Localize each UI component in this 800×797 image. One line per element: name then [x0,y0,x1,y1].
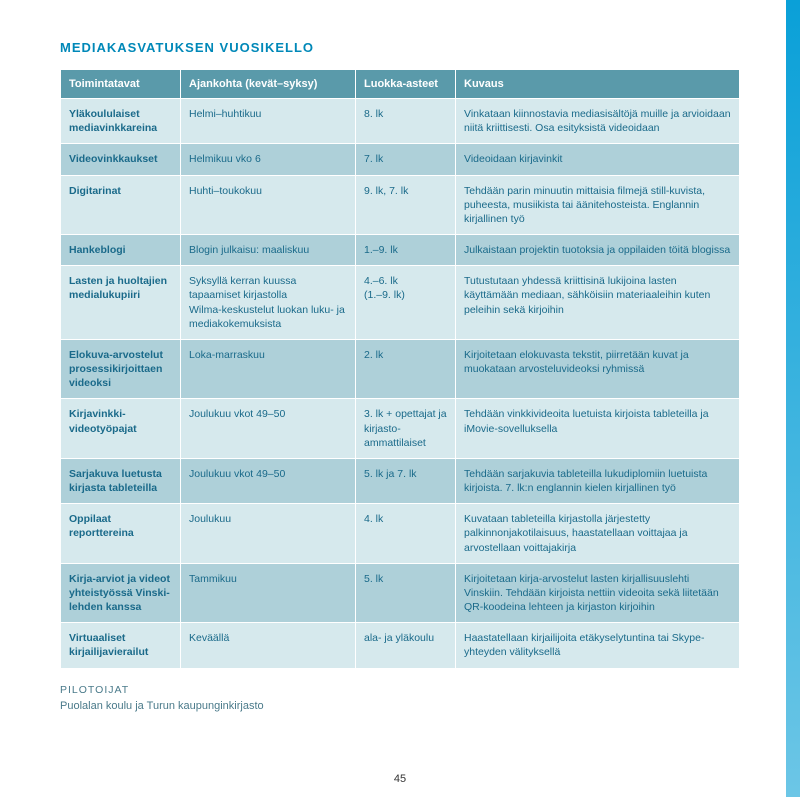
table-cell: Kirja-arviot ja videot yhteistyössä Vins… [61,563,181,623]
table-cell: 8. lk [356,99,456,144]
table-cell: 9. lk, 7. lk [356,175,456,235]
table-cell: Blogin julkaisu: maaliskuu [181,235,356,266]
table-cell: Joulukuu [181,504,356,564]
table-row: Sarjakuva luetusta kirjasta tableteillaJ… [61,458,740,503]
media-education-table: Toimintatavat Ajankohta (kevät–syksy) Lu… [60,69,740,669]
table-cell: 4.–6. lk(1.–9. lk) [356,266,456,340]
table-row: VideovinkkauksetHelmikuu vko 67. lkVideo… [61,144,740,175]
table-cell: Helmikuu vko 6 [181,144,356,175]
table-cell: Digitarinat [61,175,181,235]
table-cell: Helmi–huhtikuu [181,99,356,144]
table-cell: Lasten ja huoltajien medialukupiiri [61,266,181,340]
footer: PILOTOIJAT Puolalan koulu ja Turun kaupu… [60,683,740,715]
table-cell: Julkaistaan projektin tuotoksia ja oppil… [456,235,740,266]
table-cell: Hankeblogi [61,235,181,266]
table-row: Virtuaaliset kirjailijavierailutKeväällä… [61,623,740,668]
table-row: Oppilaat reporttereinaJoulukuu4. lkKuvat… [61,504,740,564]
footer-label: PILOTOIJAT [60,683,740,699]
table-cell: 2. lk [356,339,456,399]
table-cell: Vinkataan kiinnostavia mediasisältöjä mu… [456,99,740,144]
table-cell: Tehdään vinkkivideoita luetuista kirjois… [456,399,740,459]
table-cell: Sarjakuva luetusta kirjasta tableteilla [61,458,181,503]
table-cell: 3. lk + opettajat ja kirjasto-ammattilai… [356,399,456,459]
table-cell: Yläkoululaiset mediavinkkareina [61,99,181,144]
table-cell: Joulukuu vkot 49–50 [181,458,356,503]
table-cell: Joulukuu vkot 49–50 [181,399,356,459]
table-cell: Kirjoitetaan kirja-arvostelut lasten kir… [456,563,740,623]
table-cell: 5. lk [356,563,456,623]
table-cell: 5. lk ja 7. lk [356,458,456,503]
table-cell: Kuvataan tableteilla kirjastolla järjest… [456,504,740,564]
col-header: Ajankohta (kevät–syksy) [181,70,356,99]
table-cell: Tammikuu [181,563,356,623]
page-number: 45 [0,773,800,785]
footer-text: Puolalan koulu ja Turun kaupunginkirjast… [60,698,740,715]
table-cell: Videovinkkaukset [61,144,181,175]
table-cell: ala- ja yläkoulu [356,623,456,668]
col-header: Toimintatavat [61,70,181,99]
table-row: DigitarinatHuhti–toukokuu9. lk, 7. lkTeh… [61,175,740,235]
table-cell: Elokuva-arvostelut prosessikirjoittaen v… [61,339,181,399]
table-cell: 7. lk [356,144,456,175]
col-header: Luokka-asteet [356,70,456,99]
page-edge-gradient [786,0,800,797]
table-header-row: Toimintatavat Ajankohta (kevät–syksy) Lu… [61,70,740,99]
table-row: Lasten ja huoltajien medialukupiiriSyksy… [61,266,740,340]
table-cell: Huhti–toukokuu [181,175,356,235]
table-row: HankeblogiBlogin julkaisu: maaliskuu1.–9… [61,235,740,266]
table-cell: Kirjoitetaan elokuvasta tekstit, piirret… [456,339,740,399]
table-cell: Oppilaat reporttereina [61,504,181,564]
page-title: MEDIAKASVATUKSEN VUOSIKELLO [60,40,740,55]
table-cell: Tehdään sarjakuvia tableteilla lukudiplo… [456,458,740,503]
table-cell: Videoidaan kirjavinkit [456,144,740,175]
col-header: Kuvaus [456,70,740,99]
table-cell: Tutustutaan yhdessä kriittisinä lukijoin… [456,266,740,340]
table-row: Kirjavinkki-videotyöpajatJoulukuu vkot 4… [61,399,740,459]
table-cell: Syksyllä kerran kuussa tapaamiset kirjas… [181,266,356,340]
table-row: Yläkoululaiset mediavinkkareinaHelmi–huh… [61,99,740,144]
table-row: Kirja-arviot ja videot yhteistyössä Vins… [61,563,740,623]
table-cell: Loka-marraskuu [181,339,356,399]
table-cell: 1.–9. lk [356,235,456,266]
table-cell: Haastatellaan kirjailijoita etäkyselytun… [456,623,740,668]
table-cell: 4. lk [356,504,456,564]
table-cell: Virtuaaliset kirjailijavierailut [61,623,181,668]
table-cell: Keväällä [181,623,356,668]
table-cell: Kirjavinkki-videotyöpajat [61,399,181,459]
table-cell: Tehdään parin minuutin mittaisia filmejä… [456,175,740,235]
table-row: Elokuva-arvostelut prosessikirjoittaen v… [61,339,740,399]
